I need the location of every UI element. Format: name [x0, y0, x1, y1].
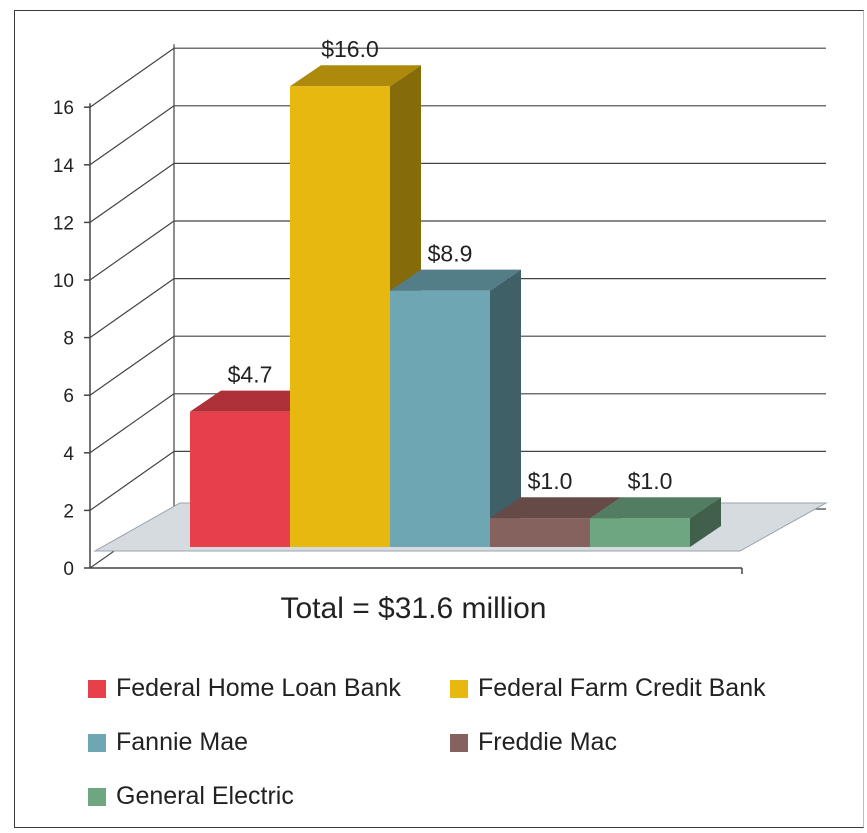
y-tick-label: 0 [63, 559, 74, 580]
data-labels: $4.7 $16.0 $8.9 $1.0 $1.0 [228, 36, 673, 494]
y-tick-label: 16 [53, 98, 74, 119]
y-axis: 0 2 4 6 8 10 12 14 16 [53, 44, 175, 580]
bar-front [590, 518, 690, 547]
gridline-side [89, 335, 175, 396]
data-label: $16.0 [321, 36, 379, 62]
bar-front [290, 86, 390, 547]
gridline-side [89, 162, 175, 223]
y-tick-label: 4 [63, 444, 74, 465]
y-tick-label: 8 [63, 329, 74, 350]
chart-frame [14, 10, 864, 828]
legend-label: Fannie Mae [116, 728, 249, 756]
data-label: $1.0 [528, 468, 573, 494]
legend-item: Federal Farm Credit Bank [450, 674, 766, 703]
bar-top [590, 497, 721, 519]
legend-swatch [88, 787, 106, 806]
total-caption: Total = $31.6 million [280, 592, 547, 625]
gridline-side [89, 105, 175, 166]
bar [590, 497, 721, 547]
legend-label: Federal Home Loan Bank [116, 674, 401, 702]
y-tick-label: 10 [53, 271, 74, 292]
legend-item: Freddie Mac [450, 728, 617, 757]
data-label: $8.9 [428, 241, 473, 267]
bar-front [490, 518, 590, 547]
bar-front [190, 411, 290, 547]
legend-swatch [88, 679, 106, 698]
legend-swatch [450, 679, 468, 698]
gridline-side [89, 450, 175, 511]
legend-label: General Electric [116, 782, 294, 810]
bar-top [290, 65, 421, 87]
legend-swatch [88, 733, 106, 752]
legend-swatch [450, 733, 468, 752]
bar-chart-3d: 0 2 4 6 8 10 12 14 16 $4.7 $16.0 $8.9 $1.0 $1.0 [53, 36, 828, 580]
y-tick-label: 14 [53, 156, 75, 177]
y-tick-label: 12 [53, 213, 74, 234]
bar-front [390, 290, 490, 547]
legend-item: Federal Home Loan Bank [88, 674, 401, 703]
legend-label: Federal Farm Credit Bank [478, 674, 766, 702]
bars [190, 65, 721, 547]
legend-item: General Electric [88, 782, 294, 811]
gridline-side [89, 220, 175, 281]
y-tick-label: 2 [63, 501, 74, 522]
bar-side [690, 497, 721, 547]
y-tick-label: 6 [63, 386, 74, 407]
data-label: $4.7 [228, 362, 273, 388]
gridline-side [89, 278, 175, 339]
gridline-side [89, 393, 175, 454]
bar [390, 269, 521, 547]
bar-side [490, 269, 521, 547]
legend-label: Freddie Mac [478, 728, 617, 756]
bar-top [490, 497, 621, 519]
bar-top [190, 390, 321, 412]
gridline-side [89, 47, 175, 108]
legend-item: Fannie Mae [88, 728, 248, 757]
bar-top [390, 269, 521, 291]
data-label: $1.0 [628, 468, 673, 494]
